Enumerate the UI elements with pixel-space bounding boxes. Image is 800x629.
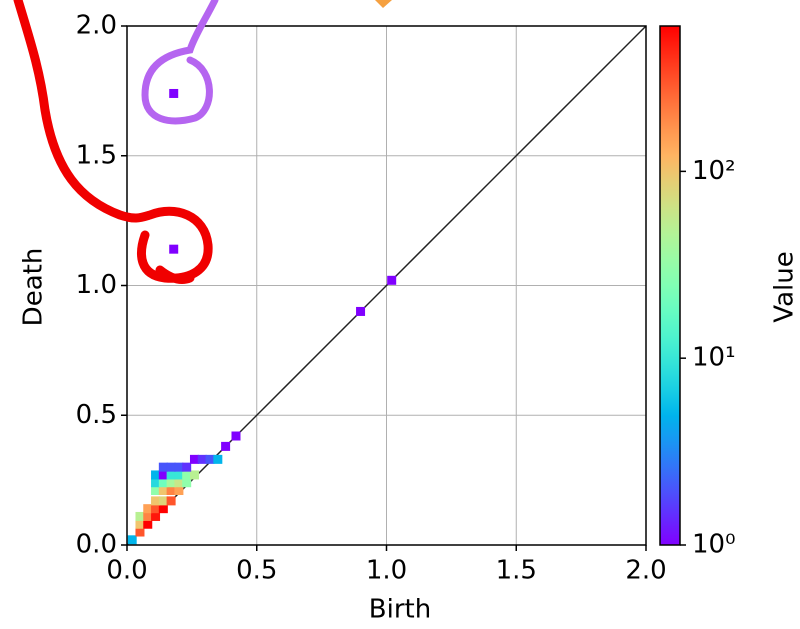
- heatmap-cell: [158, 504, 168, 514]
- heatmap-cell: [169, 88, 179, 98]
- heatmap-cell: [213, 454, 223, 464]
- x-tick-label: 1.0: [366, 556, 407, 586]
- heatmap-cell: [189, 470, 199, 480]
- y-tick-label: 2.0: [76, 11, 117, 41]
- colorbar-tick-label: 10¹: [692, 343, 736, 373]
- x-axis-label: Birth: [369, 595, 431, 625]
- heatmap-cell: [387, 275, 397, 285]
- heatmap-cell: [143, 511, 153, 521]
- orange-annotation: [375, 0, 392, 8]
- heatmap-cell: [182, 478, 192, 488]
- heatmap-cell: [182, 470, 192, 480]
- heatmap-cell: [169, 244, 179, 254]
- heatmap-cell: [158, 478, 168, 488]
- purple-annotation: [141, 0, 219, 125]
- heatmap-cell: [151, 478, 161, 488]
- heatmap-cell: [158, 486, 168, 496]
- x-tick-label: 2.0: [625, 556, 666, 586]
- y-tick-label: 1.5: [76, 140, 117, 170]
- heatmap-cell: [151, 504, 161, 514]
- heatmap-cell: [143, 519, 153, 529]
- colorbar-tick-label: 10²: [692, 156, 736, 186]
- heatmap-cell: [166, 486, 176, 496]
- heatmap-cell: [151, 511, 161, 521]
- colorbar-tick-label: 10⁰: [692, 530, 736, 560]
- heatmap-cell: [127, 535, 137, 545]
- heatmap-cell: [166, 462, 176, 472]
- y-tick-label: 1.0: [76, 270, 117, 300]
- colorbar: [659, 25, 681, 546]
- heatmap-cell: [231, 431, 241, 441]
- heatmap-cell: [189, 454, 199, 464]
- heatmap-cell: [135, 519, 145, 529]
- heatmap-cell: [158, 496, 168, 506]
- heatmap-cell: [143, 504, 153, 514]
- heatmap-cell: [174, 478, 184, 488]
- heatmap-cell: [174, 462, 184, 472]
- heatmap-cell: [158, 470, 168, 480]
- x-tick-label: 0.5: [236, 556, 277, 586]
- x-tick-label: 0.0: [106, 556, 147, 586]
- y-tick-label: 0.5: [76, 400, 117, 430]
- heatmap-cell: [135, 527, 145, 537]
- heatmap-cell: [135, 511, 145, 521]
- heatmap-cell: [182, 462, 192, 472]
- heatmap-cell: [221, 441, 231, 451]
- heatmap-cell: [174, 470, 184, 480]
- y-axis-label: Death: [19, 248, 49, 327]
- heatmap-cell: [174, 486, 184, 496]
- red-annotation: [13, 0, 213, 285]
- heatmap-cell: [197, 454, 207, 464]
- x-tick-label: 1.5: [496, 556, 537, 586]
- heatmap-cell: [151, 486, 161, 496]
- heatmap-cell: [166, 496, 176, 506]
- heatmap-cell: [166, 478, 176, 488]
- heatmap-cell: [166, 470, 176, 480]
- heatmap-cell: [158, 462, 168, 472]
- heatmap-cell: [151, 496, 161, 506]
- heatmap-cell: [151, 470, 161, 480]
- heatmap-cell: [356, 306, 366, 316]
- heatmap-cell: [205, 454, 215, 464]
- y-tick-label: 0.0: [76, 530, 117, 560]
- colorbar-label: Value: [770, 251, 800, 322]
